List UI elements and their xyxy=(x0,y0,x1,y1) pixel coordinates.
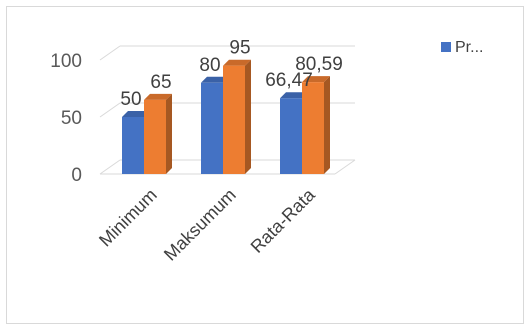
legend: Pr... xyxy=(441,39,483,56)
bar-top xyxy=(280,92,308,99)
data-label: 66,47 xyxy=(265,70,313,91)
bar xyxy=(144,93,172,174)
chart-frame xyxy=(6,6,524,324)
bar-top xyxy=(201,76,229,83)
bar-side xyxy=(324,76,330,174)
bars xyxy=(122,59,330,175)
bar-front xyxy=(144,99,166,174)
bar-side xyxy=(166,93,172,174)
legend-label: Pr... xyxy=(455,39,483,56)
y-tick-label: 50 xyxy=(61,108,82,129)
bar xyxy=(223,59,251,175)
bar-top xyxy=(122,111,150,117)
gridline-side-100 xyxy=(99,45,121,61)
bar-top xyxy=(223,59,251,66)
x-tick-label: Rata-Rata xyxy=(247,184,320,257)
data-label: 95 xyxy=(229,38,250,59)
floor-right-edge xyxy=(334,159,356,175)
data-label: 80,59 xyxy=(295,54,343,75)
x-tick-label: Maksumum xyxy=(160,185,240,265)
bar-front xyxy=(280,98,302,174)
x-tick-label: Minimum xyxy=(95,185,161,251)
bar-front xyxy=(302,82,324,174)
gridline-side-0 xyxy=(99,159,121,175)
data-label: 50 xyxy=(120,89,141,110)
y-tick-label: 100 xyxy=(50,51,82,72)
y-tick-label: 0 xyxy=(71,165,82,186)
bar-front xyxy=(122,117,144,174)
bar-top xyxy=(302,76,330,83)
bar-front xyxy=(223,65,245,174)
data-label: 80 xyxy=(199,55,220,76)
bar-front xyxy=(201,82,223,174)
legend-swatch xyxy=(441,42,451,52)
bar-side xyxy=(245,59,251,175)
bar xyxy=(302,76,330,174)
gridline-side-50 xyxy=(99,102,121,118)
data-label: 65 xyxy=(150,72,171,93)
bar-top xyxy=(144,93,172,100)
